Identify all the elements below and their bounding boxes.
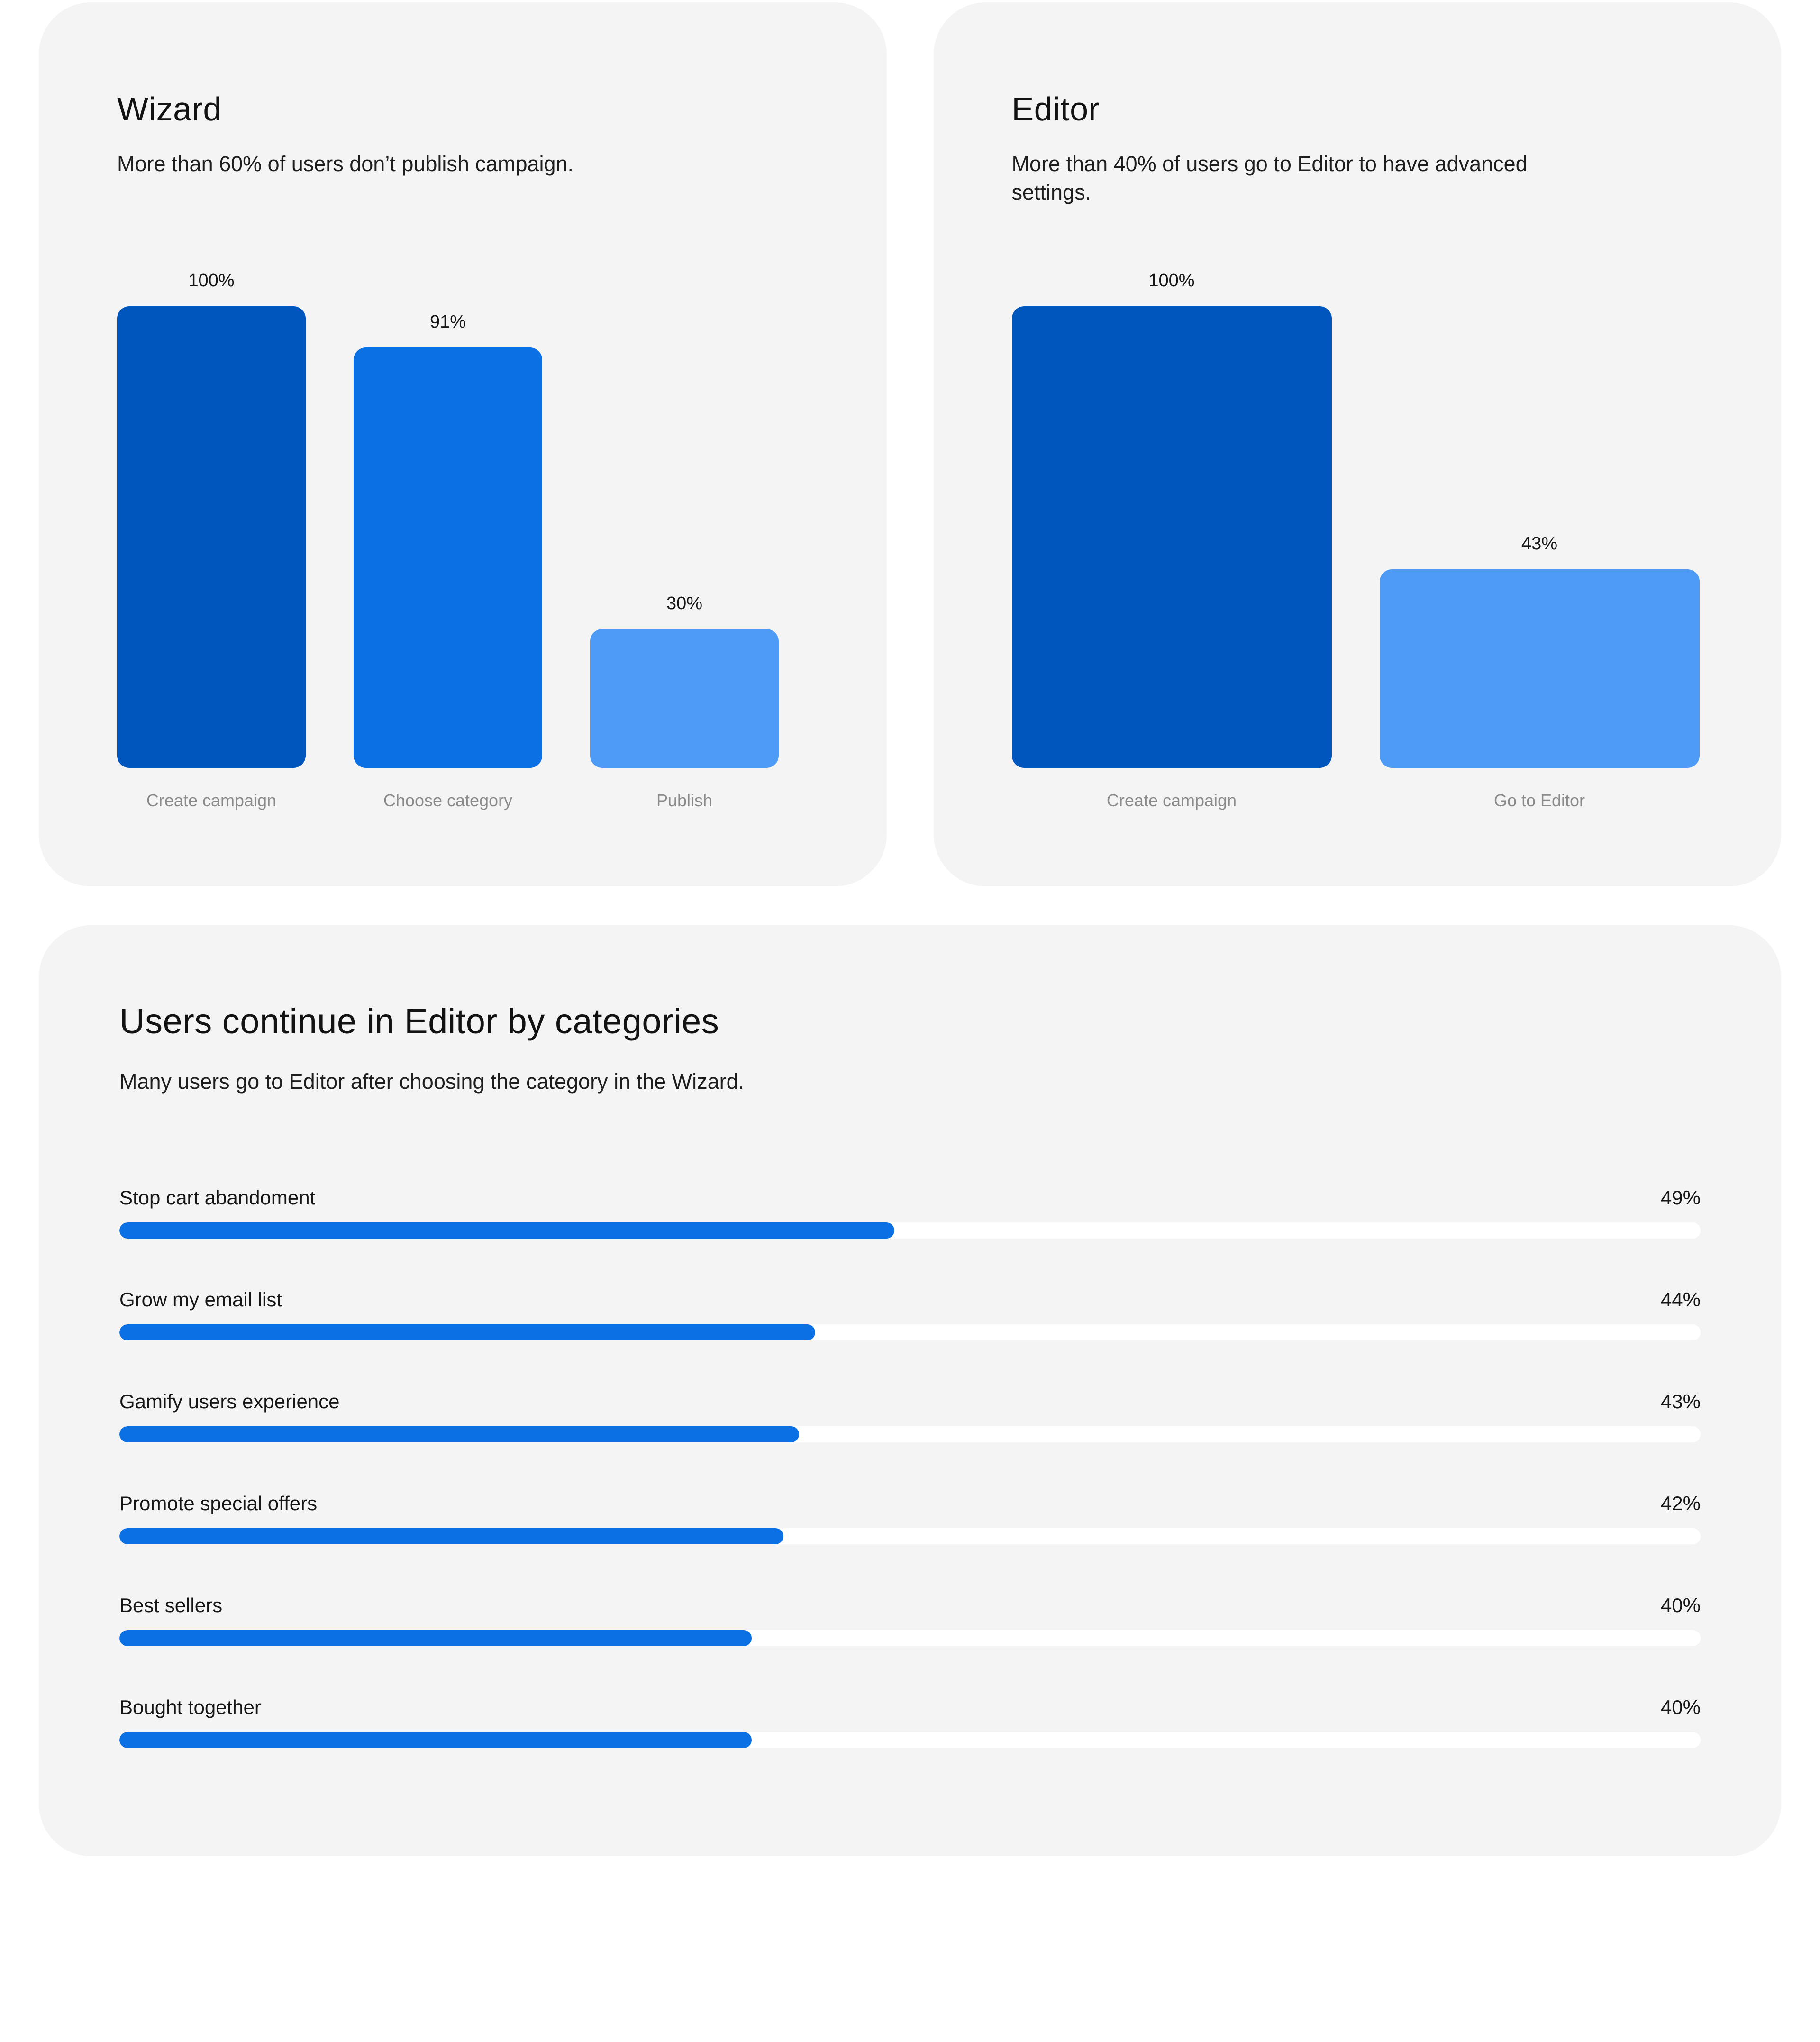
progress-fill (119, 1222, 894, 1239)
category-value: 40% (1660, 1696, 1701, 1718)
bar-column: 100% (117, 271, 306, 768)
bar-value-label: 43% (1521, 533, 1558, 554)
progress-fill (119, 1630, 752, 1646)
bar-category-label: Create campaign (1106, 790, 1237, 810)
progress-fill (119, 1528, 784, 1544)
category-label: Stop cart abandoment (119, 1186, 316, 1209)
category-row: Grow my email list 44% (119, 1288, 1701, 1340)
progress-track (119, 1324, 1701, 1340)
bar-column: 43% (1379, 533, 1700, 768)
category-label: Best sellers (119, 1594, 223, 1616)
wizard-bar-chart: 100% 91% 30% (117, 271, 809, 768)
category-value: 43% (1660, 1390, 1701, 1413)
progress-track (119, 1732, 1701, 1748)
wizard-card: Wizard More than 60% of users don’t publ… (39, 2, 887, 886)
bar-value-label: 100% (188, 270, 235, 291)
bar-value-label: 91% (429, 312, 466, 332)
category-value: 44% (1660, 1288, 1701, 1311)
bar (354, 347, 542, 768)
category-row: Stop cart abandoment 49% (119, 1186, 1701, 1239)
progress-track (119, 1630, 1701, 1646)
categories-card-subtitle: Many users go to Editor after choosing t… (119, 1069, 745, 1094)
bar-category-label: Publish (656, 790, 713, 810)
editor-card: Editor More than 40% of users go to Edit… (933, 2, 1781, 886)
bar-category-label: Create campaign (146, 790, 277, 810)
category-label: Bought together (119, 1696, 261, 1718)
category-row-header: Best sellers 40% (119, 1594, 1701, 1617)
editor-bar-chart: 100% 43% (1011, 271, 1703, 768)
bar-column: 30% (590, 593, 779, 768)
progress-fill (119, 1732, 752, 1748)
category-value: 42% (1660, 1492, 1701, 1514)
category-label: Gamify users experience (119, 1390, 340, 1413)
editor-card-subtitle: More than 40% of users go to Editor to h… (1011, 151, 1528, 205)
bar (1011, 306, 1332, 768)
category-row-header: Grow my email list 44% (119, 1288, 1701, 1311)
category-value: 49% (1660, 1186, 1701, 1209)
category-value: 40% (1660, 1594, 1701, 1616)
progress-track (119, 1528, 1701, 1544)
category-row: Best sellers 40% (119, 1594, 1701, 1646)
category-row: Promote special offers 42% (119, 1492, 1701, 1544)
categories-card: Users continue in Editor by categories M… (39, 925, 1781, 1856)
bar-column: 100% (1011, 270, 1332, 768)
editor-card-title: Editor (1011, 91, 1100, 128)
wizard-card-title: Wizard (117, 91, 222, 128)
progress-fill (119, 1324, 815, 1340)
top-cards-row: Wizard More than 60% of users don’t publ… (39, 2, 1781, 886)
categories-card-title: Users continue in Editor by categories (119, 1002, 719, 1041)
category-row: Bought together 40% (119, 1696, 1701, 1748)
bar-category-label: Choose category (383, 790, 513, 810)
bar-column: 91% (354, 312, 542, 768)
bar (117, 306, 306, 768)
bar-value-label: 100% (1148, 270, 1195, 291)
bar-value-label: 30% (666, 593, 703, 614)
category-row-header: Gamify users experience 43% (119, 1390, 1701, 1413)
wizard-card-subtitle: More than 60% of users don’t publish cam… (117, 151, 574, 176)
bar (590, 629, 779, 768)
category-label: Promote special offers (119, 1492, 318, 1514)
category-row-header: Bought together 40% (119, 1696, 1701, 1719)
category-row-header: Stop cart abandoment 49% (119, 1186, 1701, 1209)
category-label: Grow my email list (119, 1288, 282, 1311)
progress-fill (119, 1426, 800, 1442)
bar (1379, 569, 1700, 768)
category-row-header: Promote special offers 42% (119, 1492, 1701, 1515)
editor-bar-chart-categories: Create campaign Go to Editor (1012, 791, 1703, 811)
category-progress-list: Stop cart abandoment 49% Grow my email lis… (119, 1186, 1701, 1748)
wizard-bar-chart-categories: Create campaign Choose category Publish (117, 791, 809, 811)
bar-category-label: Go to Editor (1493, 790, 1585, 810)
progress-track (119, 1426, 1701, 1442)
progress-track (119, 1222, 1701, 1239)
report-page: Wizard More than 60% of users don’t publ… (39, 2, 1781, 1856)
category-row: Gamify users experience 43% (119, 1390, 1701, 1442)
